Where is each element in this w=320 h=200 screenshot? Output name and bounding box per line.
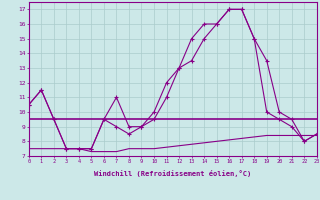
X-axis label: Windchill (Refroidissement éolien,°C): Windchill (Refroidissement éolien,°C) — [94, 170, 252, 177]
